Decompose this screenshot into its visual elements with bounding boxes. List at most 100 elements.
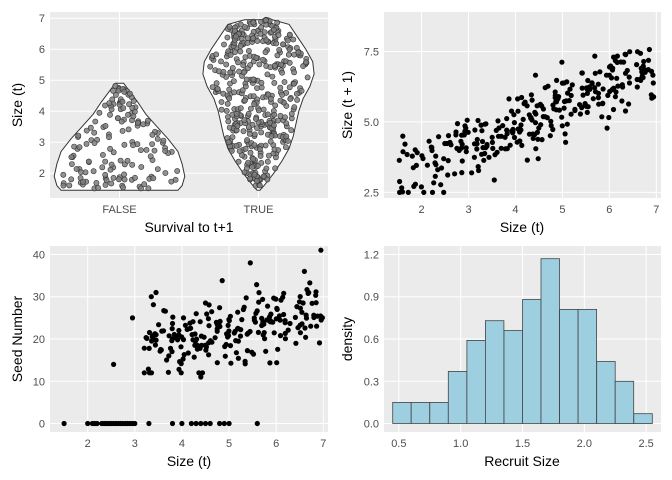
y-tick-label: 5 [39, 75, 45, 87]
data-point [634, 84, 640, 90]
data-point [481, 157, 487, 163]
data-point [410, 165, 416, 171]
data-point [91, 129, 98, 136]
data-point [270, 26, 277, 33]
y-axis-label: Size (t) [9, 83, 25, 127]
data-point [158, 347, 164, 353]
data-point [260, 106, 267, 113]
data-point [193, 311, 199, 317]
data-point [260, 56, 266, 63]
data-point [621, 59, 627, 65]
data-point [120, 105, 127, 111]
data-point [245, 48, 252, 54]
data-point [539, 137, 545, 143]
data-point [160, 137, 167, 144]
data-point [279, 91, 285, 98]
data-point [532, 72, 539, 78]
data-point [295, 49, 302, 56]
data-point [290, 36, 297, 43]
x-tick-label: 7 [320, 438, 326, 450]
data-point [554, 77, 560, 83]
data-point [223, 108, 230, 114]
data-point [244, 331, 250, 337]
data-point [121, 176, 128, 183]
histogram-bar [484, 320, 505, 425]
data-point [609, 67, 616, 73]
x-tick-label: 3 [465, 204, 471, 216]
data-point [432, 173, 438, 179]
x-tick-label: 2 [418, 204, 424, 216]
data-point [260, 173, 267, 180]
data-point [412, 181, 418, 187]
data-point [169, 349, 175, 355]
data-point [256, 61, 263, 68]
data-point [126, 90, 133, 97]
data-point [237, 105, 244, 112]
y-tick-label: 40 [33, 249, 45, 261]
data-point [236, 68, 242, 75]
data-point [610, 106, 617, 113]
data-point [287, 320, 293, 327]
data-point [282, 144, 289, 151]
data-point [278, 61, 284, 68]
data-point [149, 141, 155, 147]
data-point [187, 320, 193, 326]
data-point [397, 178, 403, 185]
data-point [124, 157, 131, 164]
data-point [300, 300, 306, 306]
data-point [251, 101, 257, 107]
data-point [534, 103, 540, 109]
data-point [111, 361, 117, 367]
data-point [222, 353, 228, 359]
data-point [294, 304, 300, 310]
data-point [224, 34, 231, 41]
y-tick-label: 6 [39, 44, 45, 56]
data-point [119, 127, 126, 134]
data-point [258, 24, 265, 31]
data-point [280, 41, 286, 48]
data-point [579, 70, 585, 76]
histogram-bar [410, 401, 431, 424]
data-point [504, 127, 510, 133]
histogram-bar [559, 308, 579, 424]
data-point [504, 116, 510, 122]
data-point [297, 330, 303, 336]
x-tick-labels: 2 3 4 5 6 7 [85, 438, 327, 450]
data-point [241, 24, 248, 30]
data-point [532, 120, 539, 126]
data-point [291, 80, 297, 87]
data-point [235, 59, 241, 66]
data-point [472, 127, 478, 133]
data-point [267, 360, 273, 366]
data-point [257, 153, 264, 159]
data-point [548, 123, 554, 129]
data-point [130, 142, 136, 149]
data-point [264, 176, 271, 183]
data-point [405, 189, 411, 195]
data-point [409, 153, 415, 159]
data-point [197, 319, 203, 325]
data-point [221, 420, 227, 427]
data-point [458, 138, 464, 144]
data-point [251, 171, 258, 178]
data-point [249, 349, 255, 355]
data-point [604, 125, 610, 131]
data-point [313, 300, 319, 306]
data-point [258, 129, 265, 136]
data-point [260, 296, 266, 302]
data-point [489, 139, 495, 145]
data-point [563, 139, 569, 145]
data-point [146, 345, 152, 351]
data-point [445, 158, 451, 164]
data-point [519, 142, 525, 148]
data-point [318, 247, 324, 253]
data-point [170, 314, 176, 320]
data-point [626, 74, 632, 80]
data-point [441, 156, 447, 162]
data-point [250, 76, 257, 83]
data-point [262, 49, 269, 56]
data-point [613, 89, 619, 95]
data-point [438, 182, 444, 188]
data-point [236, 148, 243, 154]
data-point [258, 79, 265, 86]
